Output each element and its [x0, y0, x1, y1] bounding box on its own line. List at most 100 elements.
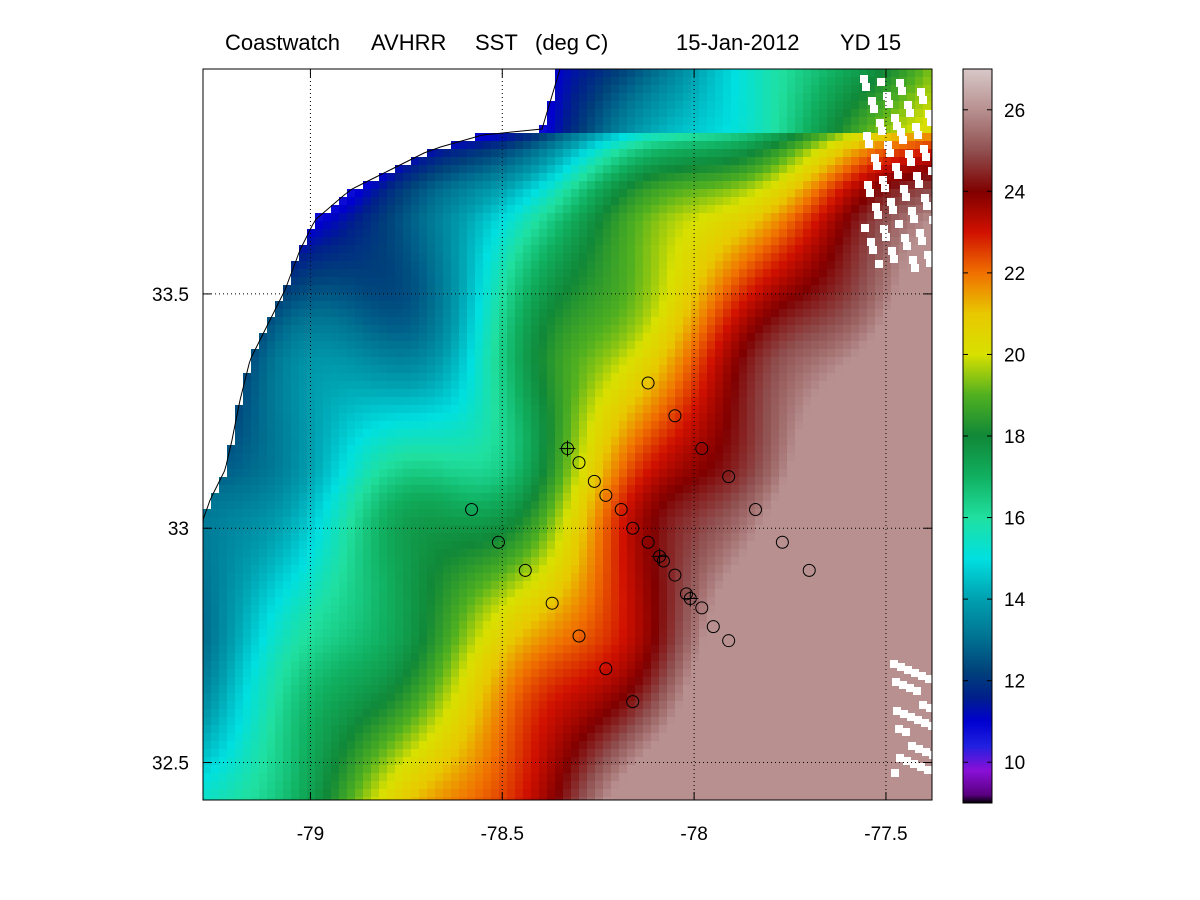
sst-cell: [667, 461, 676, 470]
sst-cell: [643, 525, 652, 534]
sst-cell: [563, 101, 572, 110]
sst-cell: [427, 293, 436, 302]
sst-cell: [827, 557, 836, 566]
sst-cell: [339, 541, 348, 550]
sst-cell: [755, 405, 764, 414]
sst-cell: [547, 141, 556, 150]
sst-cell: [243, 445, 252, 454]
sst-cell: [755, 277, 764, 286]
sst-cell: [331, 509, 340, 518]
sst-cell: [603, 197, 612, 206]
sst-cell: [571, 253, 580, 262]
sst-cell: [859, 525, 868, 534]
sst-cell: [347, 221, 356, 230]
sst-cell: [619, 261, 628, 270]
sst-cell: [403, 317, 412, 326]
sst-cell: [659, 77, 668, 86]
sst-cell: [739, 125, 748, 134]
sst-cell: [483, 565, 492, 574]
sst-cell: [843, 109, 852, 118]
sst-cell: [691, 365, 700, 374]
sst-cell: [483, 405, 492, 414]
sst-cell: [707, 437, 716, 446]
sst-cell: [459, 557, 468, 566]
sst-cell: [915, 373, 924, 382]
sst-cell: [243, 389, 252, 398]
sst-cell: [771, 253, 780, 262]
sst-cell: [347, 445, 356, 454]
sst-cell: [507, 525, 516, 534]
sst-cell: [923, 157, 932, 166]
sst-cell: [515, 253, 524, 262]
sst-cell: [563, 333, 572, 342]
sst-cell: [435, 165, 444, 174]
sst-cell: [643, 493, 652, 502]
sst-cell: [675, 253, 684, 262]
sst-cell: [635, 133, 644, 142]
sst-cell: [875, 469, 884, 478]
sst-cell: [347, 493, 356, 502]
sst-cell: [571, 93, 580, 102]
sst-cell: [923, 509, 932, 518]
sst-cell: [579, 261, 588, 270]
sst-cell: [755, 245, 764, 254]
sst-cell: [803, 381, 812, 390]
sst-cell: [435, 253, 444, 262]
sst-cell: [891, 437, 900, 446]
sst-cell: [811, 421, 820, 430]
sst-cell: [547, 485, 556, 494]
sst-cell: [315, 349, 324, 358]
sst-cell: [251, 461, 260, 470]
sst-cell: [531, 237, 540, 246]
sst-cell: [803, 293, 812, 302]
sst-cell: [299, 445, 308, 454]
sst-cell: [307, 485, 316, 494]
sst-cell: [667, 301, 676, 310]
sst-cell: [819, 421, 828, 430]
sst-cell: [787, 437, 796, 446]
sst-cell: [659, 485, 668, 494]
sst-cell: [507, 445, 516, 454]
sst-cell: [699, 277, 708, 286]
sst-cell: [787, 237, 796, 246]
sst-cell: [843, 373, 852, 382]
sst-cell: [723, 189, 732, 198]
sst-cell: [723, 133, 732, 142]
sst-cell: [387, 213, 396, 222]
sst-cell: [467, 485, 476, 494]
sst-cell: [755, 413, 764, 422]
sst-cell: [883, 565, 892, 574]
sst-cell: [835, 381, 844, 390]
sst-cell: [435, 349, 444, 358]
sst-cell: [835, 397, 844, 406]
sst-cell: [723, 93, 732, 102]
sst-cell: [419, 477, 428, 486]
sst-cell: [595, 397, 604, 406]
sst-cell: [691, 109, 700, 118]
sst-cell: [739, 165, 748, 174]
sst-cell: [723, 285, 732, 294]
sst-cell: [683, 229, 692, 238]
sst-cell: [347, 501, 356, 510]
sst-cell: [395, 405, 404, 414]
sst-cell: [411, 221, 420, 230]
sst-cell: [251, 533, 260, 542]
sst-cell: [683, 301, 692, 310]
sst-cell: [235, 437, 244, 446]
sst-cell: [819, 301, 828, 310]
sst-cell: [635, 245, 644, 254]
sst-cell: [467, 213, 476, 222]
sst-cell: [363, 357, 372, 366]
sst-cell: [907, 117, 916, 126]
sst-cell: [659, 93, 668, 102]
sst-cell: [691, 205, 700, 214]
sst-cell: [451, 237, 460, 246]
sst-cell: [547, 469, 556, 478]
sst-cell: [675, 405, 684, 414]
sst-cell: [795, 133, 804, 142]
sst-cell: [643, 285, 652, 294]
sst-cell: [907, 517, 916, 526]
sst-cell: [443, 301, 452, 310]
sst-cell: [755, 549, 764, 558]
sst-cell: [731, 389, 740, 398]
